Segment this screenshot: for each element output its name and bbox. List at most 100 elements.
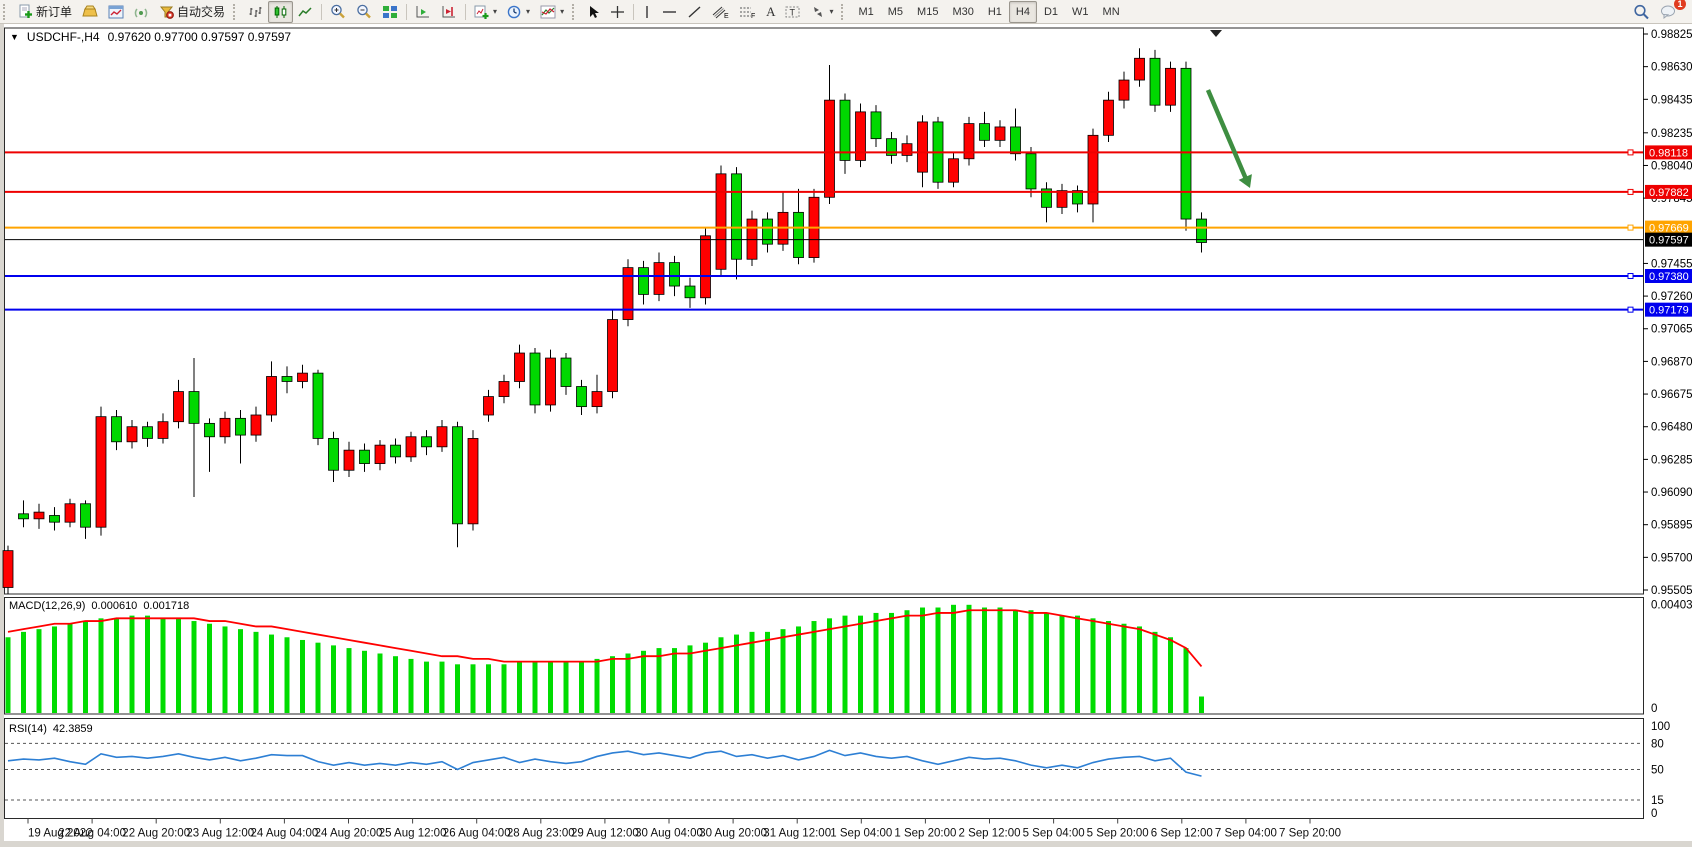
autotrading-icon (159, 6, 174, 19)
text-button[interactable]: A (766, 3, 776, 19)
price-line-badge (1645, 220, 1692, 235)
price-line-badge (1645, 184, 1692, 199)
horizontal-line-button[interactable] (657, 1, 682, 23)
price-tick-label: 0.98040 (1651, 160, 1692, 172)
timeframe-h4[interactable]: H4 (1008, 0, 1037, 23)
date-label: 24 Aug 04:00 (251, 828, 319, 840)
candle-down (235, 417, 246, 436)
macd-histogram-bar (641, 650, 646, 713)
horizontal-line-icon (663, 10, 677, 13)
candle-down (18, 513, 29, 520)
crosshair-button[interactable] (605, 1, 630, 23)
chart-shift-button[interactable] (436, 1, 462, 23)
date-label: 5 Sep 20:00 (1087, 828, 1149, 840)
chat-button[interactable]: 1 (1655, 0, 1686, 23)
toolbar-grip[interactable] (841, 3, 848, 20)
cursor-button[interactable] (582, 1, 605, 23)
macd-histogram-bar (1183, 648, 1189, 713)
timeframe-m30[interactable]: M30 (952, 5, 974, 18)
toolbar-separator (465, 3, 467, 20)
macd-histogram-bar (455, 664, 460, 713)
date-label: 31 Aug 12:00 (763, 828, 831, 840)
candle-down (669, 262, 680, 287)
price-chart-canvas[interactable]: 0.98825 0.98630 0.98435 0.98235 0.98040 0.978… (0, 24, 1692, 847)
macd-histogram-bar (129, 615, 135, 713)
price-tick-label: 0.95505 (1651, 585, 1692, 597)
macd-histogram-bar (889, 612, 894, 713)
candle-down (421, 436, 432, 448)
trendline-button[interactable] (682, 1, 707, 23)
text-label-button[interactable]: T (780, 1, 806, 23)
arrow-annotation[interactable] (1205, 89, 1252, 188)
chart-dropdown-icon[interactable]: ▼ (10, 32, 19, 42)
candle-up (436, 426, 448, 448)
signals-button[interactable] (129, 1, 154, 23)
rsi-value: 42.3859 (52, 723, 93, 735)
macd-histogram-bar (1121, 623, 1127, 713)
toolbar-separator (633, 3, 635, 20)
rsi-name: RSI(14) (9, 723, 47, 735)
bar-chart-button[interactable] (243, 1, 268, 23)
vertical-line-button[interactable] (637, 1, 657, 23)
arrows-dropdown[interactable]: ▾ (806, 1, 838, 23)
toolbar-grip[interactable] (233, 3, 240, 20)
price-line-badge (1645, 232, 1692, 247)
macd-histogram-bar (1168, 637, 1173, 713)
candlestick-chart-button[interactable] (268, 0, 294, 23)
macd-histogram-bar (749, 631, 755, 713)
date-label: 5 Sep 04:00 (1023, 828, 1085, 840)
chat-unread-badge: 1 (1674, 0, 1686, 10)
macd-histogram-bar (222, 626, 228, 713)
rsi-axis-label: 50 (1651, 765, 1664, 777)
timeframe-mn[interactable]: MN (1102, 5, 1120, 18)
market-button[interactable] (77, 1, 103, 23)
indicators-icon (540, 5, 556, 18)
tile-windows-button[interactable] (377, 1, 403, 23)
timeframe-m1[interactable]: M1 (858, 5, 874, 18)
macd-histogram-bar (1137, 626, 1142, 713)
toolbar-grip[interactable] (3, 3, 10, 20)
macd-histogram-bar (207, 623, 212, 713)
fibonacci-button[interactable]: F (734, 1, 761, 23)
candle-down (111, 416, 122, 443)
timeframe-m15[interactable]: M15 (917, 5, 939, 18)
new-chart-window-button[interactable] (103, 1, 129, 23)
price-tick-label: 0.96285 (1651, 454, 1692, 466)
new-order-button[interactable]: 新订单 (13, 1, 77, 23)
toolbar-grip[interactable] (572, 3, 579, 20)
candle-up (64, 503, 76, 523)
macd-histogram-bar (734, 634, 739, 713)
zoom-out-button[interactable] (351, 1, 377, 23)
timeframe-m5[interactable]: M5 (887, 5, 904, 18)
timeframe-w1[interactable]: W1 (1072, 5, 1089, 18)
macd-indicator-label: MACD(12,26,9) 0.000610 0.001718 (9, 600, 189, 612)
indicators-dropdown[interactable]: ▾ (535, 1, 569, 23)
chart-symbol-period: USDCHF-,H4 (26, 30, 100, 44)
auto-scroll-button[interactable] (410, 1, 436, 23)
price-line-badge-text: 0.97179 (1649, 305, 1689, 317)
equidistant-channel-button[interactable]: E (707, 1, 734, 23)
candle-up (483, 396, 494, 416)
chart-shift-marker[interactable] (1210, 30, 1222, 37)
macd-histogram-bar (439, 661, 445, 713)
search-button[interactable] (1628, 1, 1655, 23)
macd-histogram-bar (5, 637, 11, 713)
macd-histogram-bar (253, 631, 259, 713)
price-line-badge-text: 0.98118 (1649, 147, 1688, 159)
macd-histogram-bar (532, 661, 538, 713)
macd-histogram-bar (610, 656, 615, 713)
dropdown-arrow: ▾ (526, 7, 531, 16)
new-chart-dropdown[interactable]: ▾ (469, 1, 502, 23)
window-bottom-edge[interactable] (0, 841, 1692, 847)
macd-histogram-bar (703, 642, 708, 713)
timeframe-h1[interactable]: H1 (987, 5, 1002, 18)
candle-down (839, 99, 851, 161)
zoom-in-button[interactable] (325, 1, 351, 23)
timeframe-d1[interactable]: D1 (1043, 5, 1059, 18)
periods-dropdown[interactable]: ▾ (502, 1, 535, 23)
line-chart-button[interactable] (293, 1, 318, 23)
macd-histogram-bar (594, 658, 600, 713)
candle-down (49, 515, 60, 523)
autotrading-button[interactable]: 自动交易 (154, 1, 230, 23)
macd-histogram-bar (1028, 610, 1034, 713)
